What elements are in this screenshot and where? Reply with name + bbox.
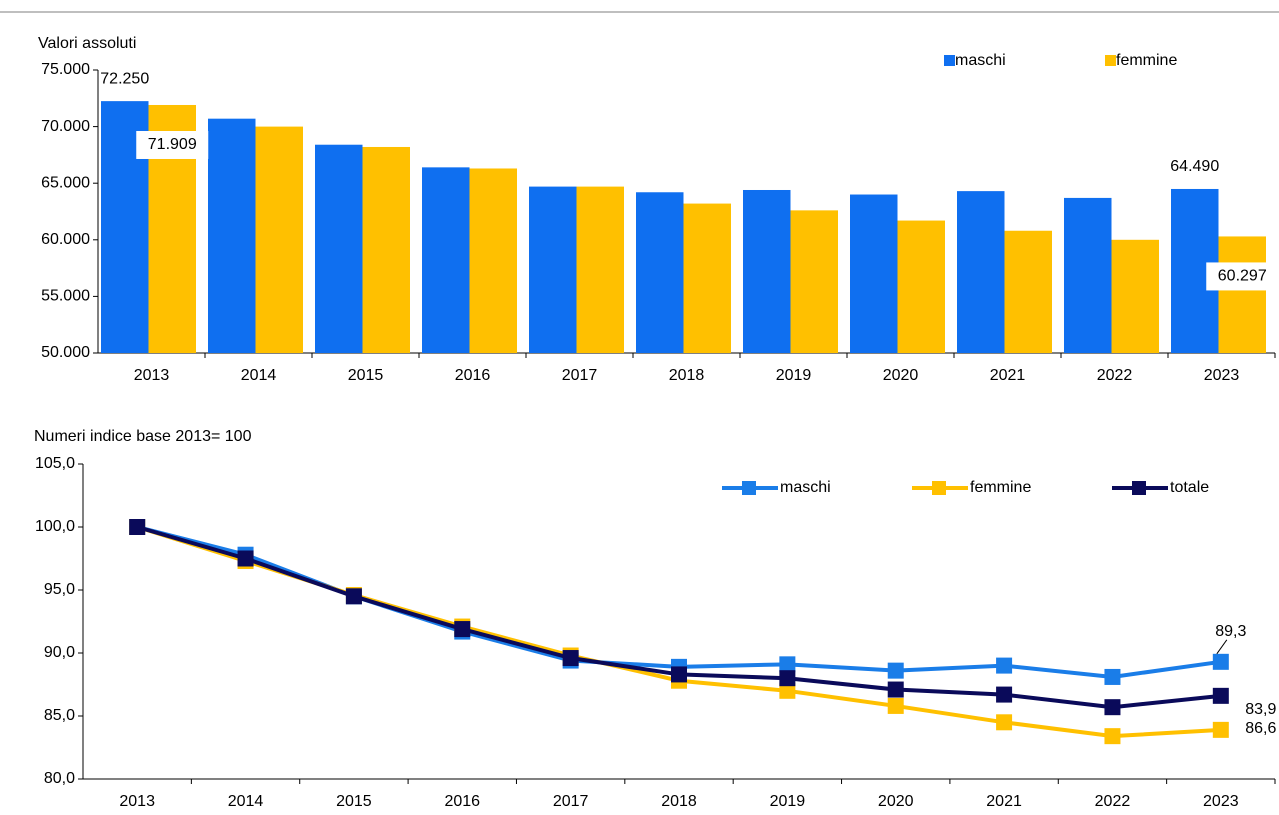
- bar: [1064, 197, 1112, 353]
- leader-line: [1216, 639, 1228, 655]
- x-tick-label: 2023: [1203, 793, 1239, 810]
- x-tick-label: 2018: [669, 367, 705, 384]
- x-tick-label: 2013: [119, 793, 155, 810]
- chart-title: Valori assoluti: [38, 35, 136, 52]
- marker: [345, 588, 362, 605]
- x-tick-label: 2016: [455, 367, 491, 384]
- y-tick-label: 85,0: [44, 707, 75, 724]
- y-tick-label: 60.000: [41, 231, 90, 248]
- marker: [779, 682, 796, 699]
- data-label: 86,6: [1245, 720, 1276, 737]
- x-tick-label: 2019: [770, 793, 806, 810]
- x-tick-label: 2021: [990, 367, 1026, 384]
- x-tick-label: 2018: [661, 793, 697, 810]
- legend-swatch: [944, 55, 955, 66]
- bar: [362, 146, 410, 353]
- marker: [996, 657, 1013, 674]
- data-label: 89,3: [1215, 623, 1246, 640]
- marker: [996, 714, 1013, 731]
- bar: [790, 210, 838, 353]
- marker: [1212, 687, 1229, 704]
- bar: [1111, 239, 1159, 353]
- x-tick-label: 2022: [1097, 367, 1133, 384]
- line: [136, 525, 1221, 739]
- y-tick-label: 65.000: [41, 174, 90, 191]
- y-tick-label: 95,0: [44, 581, 75, 598]
- marker: [887, 697, 904, 714]
- legend-label: maschi: [955, 52, 1006, 69]
- y-tick-label: 100,0: [35, 518, 75, 535]
- x-tick-label: 2020: [878, 793, 914, 810]
- bar: [422, 167, 470, 353]
- marker: [1104, 668, 1121, 685]
- marker: [562, 650, 579, 667]
- bar: [683, 203, 731, 353]
- bar: [743, 189, 791, 353]
- x-tick-label: 2023: [1204, 367, 1240, 384]
- data-label-box: [136, 130, 209, 159]
- marker: [1104, 728, 1121, 745]
- legend-marker: [932, 481, 946, 495]
- data-label: 71.909: [148, 136, 197, 153]
- legend-marker: [742, 481, 756, 495]
- bar: [957, 191, 1005, 353]
- y-tick-label: 80,0: [44, 770, 75, 787]
- legend-label: maschi: [780, 479, 831, 496]
- y-tick-label: 70.000: [41, 118, 90, 135]
- bar: [255, 126, 303, 353]
- marker: [1212, 721, 1229, 738]
- x-tick-label: 2021: [986, 793, 1022, 810]
- x-tick-label: 2020: [883, 367, 919, 384]
- y-tick-label: 50.000: [41, 344, 90, 361]
- bar: [576, 186, 624, 353]
- x-tick-label: 2013: [134, 367, 170, 384]
- x-tick-label: 2014: [241, 367, 277, 384]
- marker: [779, 656, 796, 673]
- data-label: 83,9: [1245, 701, 1276, 718]
- bar: [897, 220, 945, 353]
- marker: [671, 666, 687, 683]
- marker: [129, 519, 146, 535]
- x-tick-label: 2015: [336, 793, 372, 810]
- line: [136, 525, 1222, 679]
- data-label: 64.490: [1170, 158, 1219, 175]
- chart-title: Numeri indice base 2013= 100: [34, 428, 252, 445]
- marker: [996, 686, 1013, 703]
- bar: [529, 186, 577, 353]
- y-tick-label: 105,0: [35, 455, 75, 472]
- y-tick-label: 90,0: [44, 644, 75, 661]
- bar: [315, 144, 363, 353]
- x-tick-label: 2014: [228, 793, 264, 810]
- bar: [1218, 236, 1266, 353]
- marker: [454, 621, 471, 638]
- bar: [1004, 230, 1052, 353]
- x-tick-label: 2017: [562, 367, 598, 384]
- data-label-box: [1206, 262, 1279, 291]
- bar: [636, 192, 684, 353]
- legend-marker: [1132, 481, 1146, 495]
- marker: [887, 662, 904, 679]
- marker: [1104, 699, 1121, 716]
- x-tick-label: 2016: [444, 793, 480, 810]
- x-tick-label: 2017: [553, 793, 589, 810]
- y-tick-label: 55.000: [41, 288, 90, 305]
- legend-label: femmine: [1116, 52, 1177, 69]
- bar: [469, 168, 517, 353]
- x-tick-label: 2019: [776, 367, 812, 384]
- x-tick-label: 2015: [348, 367, 384, 384]
- marker: [1212, 653, 1229, 670]
- legend-label: femmine: [970, 479, 1031, 496]
- data-label: 72.250: [100, 70, 149, 87]
- y-tick-label: 75.000: [41, 61, 90, 78]
- legend-label: totale: [1170, 479, 1209, 496]
- bar: [850, 194, 898, 353]
- legend-swatch: [1105, 55, 1116, 66]
- x-tick-label: 2022: [1095, 793, 1131, 810]
- marker: [779, 670, 796, 687]
- marker: [887, 681, 904, 698]
- marker: [237, 550, 254, 567]
- data-label: 60.297: [1218, 268, 1267, 285]
- bar: [208, 118, 256, 354]
